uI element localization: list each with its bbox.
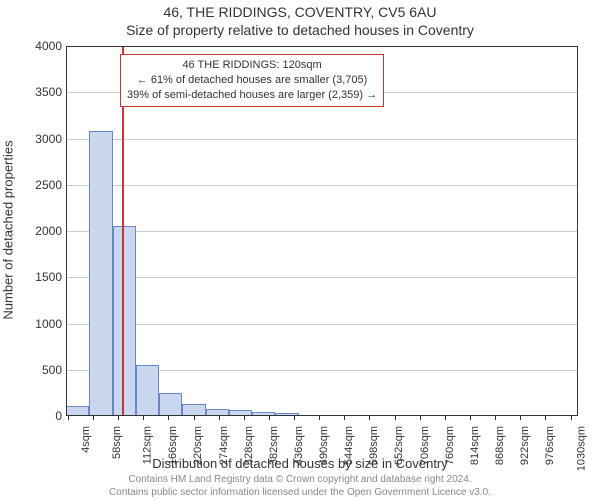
gridline (66, 46, 578, 47)
plot-area: 46 THE RIDDINGS: 120sqm← 61% of detached… (66, 46, 578, 416)
x-tick (344, 416, 345, 420)
x-tick (93, 416, 94, 420)
histogram-bar (66, 406, 89, 416)
histogram-bar (438, 415, 461, 416)
histogram-bar (182, 404, 205, 416)
footer-licence: Contains public sector information licen… (0, 487, 600, 498)
histogram-bar (322, 415, 345, 416)
histogram-bar (275, 413, 298, 416)
x-tick (68, 416, 69, 420)
gridline (66, 185, 578, 186)
histogram-bar (345, 415, 368, 416)
histogram-bar (415, 415, 438, 416)
x-tick (294, 416, 295, 420)
chart-subtitle: Size of property relative to detached ho… (0, 22, 600, 38)
histogram-bar (159, 393, 182, 416)
x-tick (319, 416, 320, 420)
x-tick (269, 416, 270, 420)
x-axis-label: Distribution of detached houses by size … (0, 456, 600, 471)
x-tick-label: 4sqm (80, 426, 92, 453)
gridline (66, 139, 578, 140)
x-tick (244, 416, 245, 420)
histogram-bar (485, 415, 508, 416)
x-tick (219, 416, 220, 420)
x-tick (118, 416, 119, 420)
y-tick-label: 4000 (8, 39, 62, 53)
histogram-bar (113, 226, 136, 416)
annotation-line-2: ← 61% of detached houses are smaller (3,… (127, 73, 377, 88)
y-tick-label: 2500 (8, 178, 62, 192)
property-size-chart: 46, THE RIDDINGS, COVENTRY, CV5 6AU Size… (0, 0, 600, 500)
x-tick (194, 416, 195, 420)
x-tick (445, 416, 446, 420)
x-tick (571, 416, 572, 420)
histogram-bar (229, 410, 252, 416)
annotation-line-1: 46 THE RIDDINGS: 120sqm (127, 58, 377, 73)
x-tick (495, 416, 496, 420)
y-tick-label: 500 (8, 363, 62, 377)
chart-title: 46, THE RIDDINGS, COVENTRY, CV5 6AU (0, 4, 600, 20)
y-tick-label: 3000 (8, 132, 62, 146)
x-tick (545, 416, 546, 420)
property-annotation: 46 THE RIDDINGS: 120sqm← 61% of detached… (120, 54, 384, 107)
y-tick-label: 2000 (8, 224, 62, 238)
histogram-bar (206, 409, 229, 416)
y-tick-label: 0 (8, 409, 62, 423)
histogram-bar (462, 415, 485, 416)
y-tick-label: 1000 (8, 317, 62, 331)
gridline (66, 277, 578, 278)
gridline (66, 231, 578, 232)
x-tick (143, 416, 144, 420)
x-tick (420, 416, 421, 420)
histogram-bar (89, 131, 112, 416)
footer-copyright: Contains HM Land Registry data © Crown c… (0, 474, 600, 485)
x-tick (395, 416, 396, 420)
histogram-bar (531, 415, 554, 416)
annotation-line-3: 39% of semi-detached houses are larger (… (127, 88, 377, 103)
histogram-bar (136, 365, 159, 416)
y-tick-label: 3500 (8, 85, 62, 99)
x-tick-label: 58sqm (111, 426, 123, 459)
histogram-bar (369, 415, 392, 416)
x-tick (369, 416, 370, 420)
gridline (66, 324, 578, 325)
x-tick (520, 416, 521, 420)
histogram-bar (252, 412, 275, 416)
histogram-bar (555, 415, 578, 416)
y-tick-label: 1500 (8, 270, 62, 284)
x-tick (470, 416, 471, 420)
x-tick (168, 416, 169, 420)
